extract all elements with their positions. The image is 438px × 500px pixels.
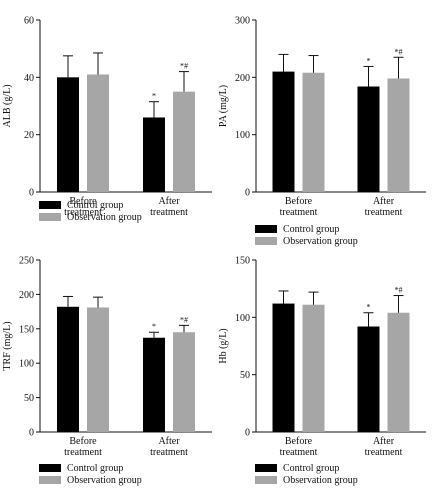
bar bbox=[57, 306, 79, 432]
legend-label: Control group bbox=[283, 463, 339, 474]
y-tick-label: 150 bbox=[235, 256, 250, 267]
legend-swatch bbox=[255, 225, 277, 233]
legend-label: Control group bbox=[67, 463, 123, 474]
bar bbox=[173, 91, 195, 192]
bar bbox=[143, 117, 165, 192]
legend-swatch bbox=[39, 476, 61, 484]
bar bbox=[387, 312, 410, 432]
bar bbox=[302, 72, 325, 192]
x-tick-label: treatment bbox=[280, 207, 318, 218]
significance-mark: * bbox=[367, 56, 371, 65]
bar bbox=[87, 74, 109, 192]
significance-mark: *# bbox=[395, 286, 403, 295]
x-tick-label: treatment bbox=[365, 207, 403, 218]
bar bbox=[173, 332, 195, 432]
y-axis-label: PA (mg/L) bbox=[218, 85, 229, 127]
y-tick-label: 0 bbox=[29, 188, 34, 199]
y-tick-label: 300 bbox=[235, 16, 250, 27]
y-tick-label: 20 bbox=[24, 130, 34, 141]
legend-label: Control group bbox=[67, 200, 123, 211]
y-tick-label: 200 bbox=[19, 290, 34, 301]
y-axis-label: Hb (g/L) bbox=[218, 328, 229, 363]
x-tick-label: treatment bbox=[150, 207, 188, 218]
significance-mark: *# bbox=[180, 62, 188, 71]
x-tick-label: Before bbox=[285, 196, 313, 207]
y-tick-label: 0 bbox=[29, 428, 34, 439]
y-tick-label: 150 bbox=[19, 324, 34, 335]
significance-mark: * bbox=[152, 92, 156, 101]
x-tick-label: Before bbox=[69, 196, 97, 207]
bar bbox=[357, 326, 380, 432]
bar bbox=[272, 303, 295, 432]
x-tick-label: treatment bbox=[64, 207, 102, 218]
legend-label: Observation group bbox=[67, 475, 142, 486]
legend-label: Observation group bbox=[67, 212, 142, 223]
x-tick-label: After bbox=[373, 196, 395, 207]
significance-mark: *# bbox=[395, 47, 403, 56]
x-tick-label: After bbox=[158, 196, 180, 207]
x-tick-label: treatment bbox=[280, 447, 318, 458]
y-tick-label: 200 bbox=[235, 73, 250, 84]
x-tick-label: After bbox=[158, 436, 180, 447]
x-tick-label: Before bbox=[69, 436, 97, 447]
legend-swatch bbox=[255, 464, 277, 472]
y-tick-label: 100 bbox=[19, 359, 34, 370]
significance-mark: * bbox=[367, 303, 371, 312]
x-tick-label: Before bbox=[285, 436, 313, 447]
y-tick-label: 60 bbox=[24, 16, 34, 27]
legend-swatch bbox=[39, 201, 61, 209]
y-tick-label: 100 bbox=[235, 130, 250, 141]
legend-label: Control group bbox=[283, 224, 339, 235]
x-tick-label: treatment bbox=[150, 447, 188, 458]
bar bbox=[302, 304, 325, 432]
bar bbox=[57, 77, 79, 192]
significance-mark: * bbox=[152, 322, 156, 331]
y-tick-label: 100 bbox=[235, 313, 250, 324]
y-axis-label: ALB (g/L) bbox=[2, 84, 13, 127]
bar bbox=[272, 71, 295, 192]
y-tick-label: 0 bbox=[245, 428, 250, 439]
bar bbox=[357, 86, 380, 192]
significance-mark: *# bbox=[180, 315, 188, 324]
legend-swatch bbox=[39, 464, 61, 472]
y-tick-label: 50 bbox=[240, 370, 250, 381]
x-tick-label: treatment bbox=[64, 447, 102, 458]
y-tick-label: 40 bbox=[24, 73, 34, 84]
bar bbox=[87, 307, 109, 432]
legend-label: Observation group bbox=[283, 475, 358, 486]
legend-label: Observation group bbox=[283, 236, 358, 247]
y-axis-label: TRF (mg/L) bbox=[2, 321, 13, 370]
legend-swatch bbox=[255, 237, 277, 245]
bar bbox=[143, 337, 165, 432]
legend-swatch bbox=[39, 213, 61, 221]
legend-swatch bbox=[255, 476, 277, 484]
y-tick-label: 50 bbox=[24, 393, 34, 404]
x-tick-label: After bbox=[373, 436, 395, 447]
y-tick-label: 0 bbox=[245, 188, 250, 199]
y-tick-label: 250 bbox=[19, 256, 34, 267]
x-tick-label: treatment bbox=[365, 447, 403, 458]
bar bbox=[387, 78, 410, 192]
